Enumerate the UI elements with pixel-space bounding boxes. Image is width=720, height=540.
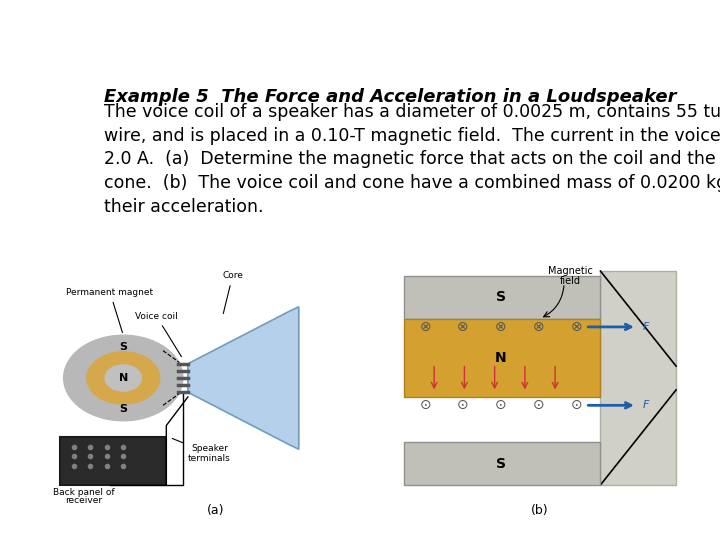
Text: Example 5  The Force and Acceleration in a Loudspeaker: Example 5 The Force and Acceleration in …	[104, 88, 677, 106]
Text: Voice coil: Voice coil	[135, 312, 181, 356]
Text: N: N	[119, 373, 128, 383]
FancyBboxPatch shape	[404, 319, 600, 397]
Text: S: S	[120, 404, 127, 414]
Text: receiver: receiver	[65, 496, 102, 504]
Text: S: S	[495, 290, 505, 304]
Circle shape	[63, 335, 183, 421]
Text: ⊗: ⊗	[533, 320, 544, 334]
FancyBboxPatch shape	[600, 271, 676, 485]
Text: ⊙: ⊙	[457, 399, 469, 413]
Text: Core: Core	[222, 271, 243, 314]
Text: S: S	[495, 456, 505, 470]
Text: ⊙: ⊙	[533, 399, 544, 413]
Text: F: F	[643, 400, 649, 410]
Text: (b): (b)	[531, 504, 549, 517]
Text: ⊙: ⊙	[419, 399, 431, 413]
Text: Magnetic: Magnetic	[548, 266, 593, 276]
Text: S: S	[120, 342, 127, 352]
Polygon shape	[188, 307, 299, 449]
Circle shape	[105, 365, 142, 391]
Text: ⊗: ⊗	[570, 320, 582, 334]
Text: ⊙: ⊙	[495, 399, 506, 413]
Text: ⊙: ⊙	[570, 399, 582, 413]
Text: field: field	[559, 276, 581, 286]
Text: ⊗: ⊗	[419, 320, 431, 334]
Text: Permanent magnet: Permanent magnet	[66, 288, 153, 333]
Text: F: F	[643, 322, 649, 332]
FancyBboxPatch shape	[404, 276, 600, 319]
Text: The voice coil of a speaker has a diameter of 0.0025 m, contains 55 turns of
wir: The voice coil of a speaker has a diamet…	[104, 103, 720, 215]
Text: N: N	[495, 351, 506, 365]
Text: Speaker
terminals: Speaker terminals	[172, 438, 230, 463]
Circle shape	[87, 352, 160, 404]
Text: ⊗: ⊗	[457, 320, 469, 334]
Text: Back panel of: Back panel of	[53, 489, 114, 497]
Text: (a): (a)	[207, 504, 225, 517]
FancyBboxPatch shape	[404, 442, 600, 485]
Text: ⊗: ⊗	[495, 320, 506, 334]
FancyBboxPatch shape	[60, 437, 166, 485]
